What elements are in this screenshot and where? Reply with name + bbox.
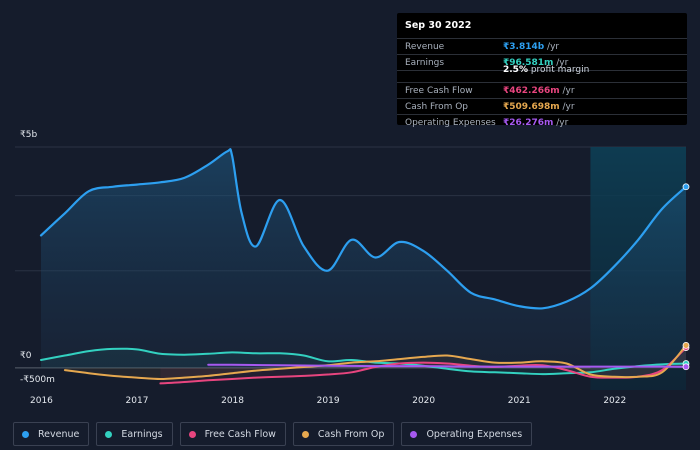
chart-legend: Revenue Earnings Free Cash Flow Cash From O… bbox=[13, 422, 533, 446]
y-tick-label: -₹500m bbox=[20, 375, 55, 385]
tooltip-label: Revenue bbox=[405, 42, 445, 52]
tooltip-date: Sep 30 2022 bbox=[405, 20, 472, 31]
tooltip-amount: ₹462.266m bbox=[503, 86, 560, 96]
tooltip-amount: ₹509.698m bbox=[503, 102, 560, 112]
x-tick-label: 2020 bbox=[412, 396, 436, 406]
legend-dot-icon bbox=[105, 430, 113, 438]
legend-dot-icon bbox=[301, 430, 309, 438]
tooltip-unit: /yr bbox=[559, 102, 575, 112]
legend-item-earnings[interactable]: Earnings bbox=[96, 422, 173, 446]
tooltip-row: Revenue ₹3.814b /yr bbox=[397, 38, 687, 55]
tooltip-unit: /yr bbox=[559, 86, 575, 96]
tooltip-unit: /yr bbox=[553, 58, 569, 68]
tooltip-value: ₹509.698m /yr bbox=[503, 102, 575, 112]
tooltip-amount: ₹26.276m bbox=[503, 118, 554, 128]
tooltip-label: Earnings bbox=[405, 58, 445, 68]
legend-label: Operating Expenses bbox=[426, 428, 523, 440]
revenue-line bbox=[39, 148, 688, 310]
free-cash-flow-line bbox=[159, 346, 687, 385]
cash-from-op-end-point bbox=[682, 341, 690, 349]
x-tick-label: 2019 bbox=[316, 396, 340, 406]
y-tick-label: ₹5b bbox=[20, 130, 38, 140]
operating-expenses-line bbox=[207, 363, 687, 368]
x-tick-label: 2021 bbox=[507, 396, 531, 406]
revenue-area bbox=[41, 149, 686, 368]
x-tick-label: 2016 bbox=[30, 396, 53, 406]
tooltip-unit: /yr bbox=[544, 42, 560, 52]
x-tick-label: 2022 bbox=[603, 396, 627, 406]
tooltip-amount: ₹96.581m bbox=[503, 58, 554, 68]
tooltip-label: Free Cash Flow bbox=[405, 86, 473, 96]
legend-dot-icon bbox=[22, 430, 29, 438]
legend-item-operating-expenses[interactable]: Operating Expenses bbox=[401, 422, 533, 446]
legend-item-free-cash-flow[interactable]: Free Cash Flow bbox=[179, 422, 286, 446]
x-tick-label: 2018 bbox=[221, 396, 245, 406]
tooltip-row: Earnings ₹96.581m /yr bbox=[397, 54, 687, 71]
tooltip-margin-row bbox=[397, 70, 687, 71]
tooltip-row: Operating Expenses ₹26.276m /yr bbox=[397, 114, 687, 131]
tooltip-row: Cash From Op ₹509.698m /yr bbox=[397, 98, 687, 115]
x-tick-label: 2017 bbox=[125, 396, 149, 406]
tooltip-profit-margin: 2.5% profit margin bbox=[503, 65, 589, 75]
chart-area bbox=[15, 146, 690, 390]
operating-expenses-end-point bbox=[682, 363, 690, 371]
legend-label: Earnings bbox=[121, 428, 163, 440]
revenue-end-point bbox=[682, 183, 690, 191]
legend-label: Free Cash Flow bbox=[204, 428, 276, 440]
legend-dot-icon bbox=[188, 430, 196, 438]
legend-label: Revenue bbox=[38, 428, 80, 440]
tooltip-label: Cash From Op bbox=[405, 102, 469, 112]
y-tick-label: ₹0 bbox=[20, 351, 32, 361]
tooltip-label: Operating Expenses bbox=[405, 118, 496, 128]
legend-label: Cash From Op bbox=[317, 428, 385, 440]
profit-margin-text: profit margin bbox=[527, 65, 590, 75]
tooltip-value: ₹462.266m /yr bbox=[503, 86, 575, 96]
legend-item-revenue[interactable]: Revenue bbox=[13, 422, 90, 446]
tooltip-value: ₹3.814b /yr bbox=[503, 42, 559, 52]
tooltip-unit: /yr bbox=[553, 118, 569, 128]
cash-from-op-line bbox=[63, 344, 687, 381]
tooltip-row: Free Cash Flow ₹462.266m /yr bbox=[397, 82, 687, 99]
profit-margin-value: 2.5% bbox=[503, 65, 528, 75]
tooltip-panel: Sep 30 2022 Revenue ₹3.814b /yr Earnings ₹9… bbox=[397, 13, 687, 128]
legend-item-cash-from-op[interactable]: Cash From Op bbox=[292, 422, 395, 446]
tooltip-amount: ₹3.814b bbox=[503, 42, 545, 52]
tooltip-value: ₹96.581m /yr bbox=[503, 58, 568, 68]
tooltip-value: ₹26.276m /yr bbox=[503, 118, 568, 128]
legend-dot-icon bbox=[410, 430, 418, 438]
